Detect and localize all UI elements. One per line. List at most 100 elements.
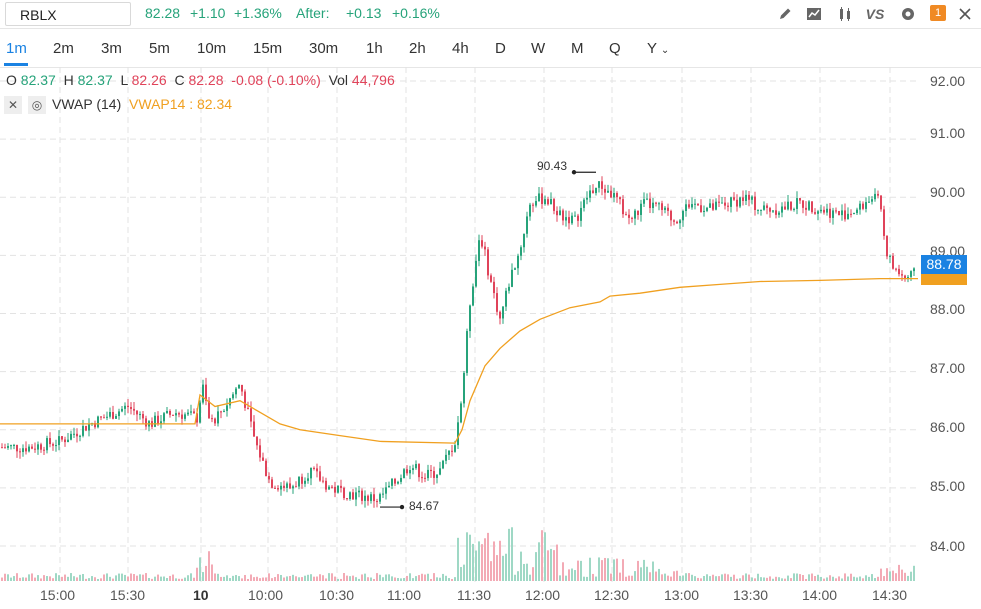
tab-d[interactable]: D: [495, 40, 506, 57]
symbol-search-input[interactable]: RBLX: [5, 2, 131, 26]
volume-bar: [199, 557, 201, 581]
candles-icon[interactable]: [836, 5, 854, 23]
candle-body: [169, 410, 171, 415]
candle-body: [706, 207, 708, 211]
candle-body: [484, 246, 486, 250]
last-price: 82.28: [145, 5, 181, 21]
candle-body: [460, 403, 462, 423]
volume-bar: [589, 557, 591, 581]
volume-bar: [790, 578, 792, 581]
candle-body: [724, 202, 726, 206]
candle-body: [85, 425, 87, 431]
volume-bar: [301, 577, 303, 581]
after-hours-change: +0.13: [346, 5, 382, 21]
candle-body: [31, 446, 33, 449]
tab-2h[interactable]: 2h: [409, 40, 426, 57]
volume-bar: [304, 575, 306, 581]
compare-vs-icon[interactable]: VS: [865, 6, 885, 22]
indicator-settings-icon[interactable]: ◎: [28, 96, 46, 115]
volume-bar: [733, 574, 735, 581]
tab-2m[interactable]: 2m: [53, 40, 74, 57]
tab-q[interactable]: Q: [609, 40, 621, 57]
tab-4h[interactable]: 4h: [452, 40, 469, 57]
close-icon[interactable]: [956, 5, 974, 23]
candle-body: [265, 460, 267, 477]
volume-bar: [802, 575, 804, 581]
y-tick: 86.00: [930, 419, 966, 435]
candle-body: [61, 436, 63, 440]
candle-body: [715, 201, 717, 210]
tab-10m[interactable]: 10m: [197, 40, 227, 57]
volume-bar: [829, 575, 831, 581]
volume-bar: [256, 576, 258, 581]
price-chart[interactable]: [0, 67, 981, 587]
candle-body: [415, 464, 417, 469]
volume-bar: [769, 576, 771, 581]
tab-1m[interactable]: 1m: [6, 40, 27, 57]
volume-bar: [493, 541, 495, 581]
volume-bar: [412, 578, 414, 581]
volume-bar: [571, 568, 573, 581]
tab-w[interactable]: W: [531, 40, 546, 57]
area-chart-icon[interactable]: [805, 5, 823, 23]
candle-body: [340, 485, 342, 488]
volume-bar: [637, 560, 639, 581]
volume-bar: [19, 577, 21, 581]
volume-bar: [883, 576, 885, 581]
candle-body: [745, 194, 747, 201]
volume-bar: [139, 574, 141, 581]
volume-bar: [142, 574, 144, 581]
volume-bar: [4, 573, 6, 581]
candle-body: [886, 235, 888, 257]
candle-body: [202, 384, 204, 403]
candle-body: [394, 478, 396, 484]
volume-bar: [247, 578, 249, 581]
volume-bar: [574, 570, 576, 581]
remove-indicator-icon[interactable]: ✕: [4, 96, 22, 115]
candle-body: [118, 411, 120, 417]
volume-bar: [820, 576, 822, 581]
candle-body: [412, 468, 414, 471]
volume-bar: [562, 562, 564, 581]
tab-1h[interactable]: 1h: [366, 40, 383, 57]
candle-body: [391, 478, 393, 486]
notification-badge[interactable]: 1: [930, 5, 946, 21]
volume-label: Vol: [328, 72, 349, 88]
vwap-price-tag: [921, 274, 967, 285]
candle-body: [232, 394, 234, 399]
y-tick: 88.00: [930, 301, 966, 317]
volume-bar: [382, 577, 384, 581]
volume-bar: [343, 573, 345, 581]
candle-body: [859, 203, 861, 210]
volume-bar: [10, 577, 12, 581]
volume-bar: [85, 578, 87, 581]
candle-body: [676, 221, 678, 224]
candle-body: [70, 433, 72, 440]
tab-y[interactable]: Y ⌄: [647, 40, 669, 57]
candle-body: [502, 306, 504, 319]
candle-body: [628, 214, 630, 218]
candle-body: [409, 470, 411, 474]
tab-15m[interactable]: 15m: [253, 40, 283, 57]
volume-bar: [691, 574, 693, 581]
tab-3m[interactable]: 3m: [101, 40, 122, 57]
candle-body: [106, 416, 108, 418]
candle-body: [586, 197, 588, 200]
candle-body: [334, 486, 336, 493]
volume-bar: [79, 574, 81, 581]
volume-bar: [625, 576, 627, 581]
settings-icon[interactable]: [899, 5, 917, 23]
volume-bar: [370, 577, 372, 581]
volume-bar: [688, 573, 690, 581]
candle-body: [580, 207, 582, 221]
volume-bar: [451, 578, 453, 581]
tab-30m[interactable]: 30m: [309, 40, 339, 57]
volume-bar: [91, 576, 93, 581]
candle-body: [163, 413, 165, 422]
pencil-icon[interactable]: [776, 5, 794, 23]
candle-body: [238, 384, 240, 389]
tab-5m[interactable]: 5m: [149, 40, 170, 57]
candle-body: [730, 197, 732, 207]
volume-bar: [349, 576, 351, 581]
tab-m[interactable]: M: [571, 40, 584, 57]
